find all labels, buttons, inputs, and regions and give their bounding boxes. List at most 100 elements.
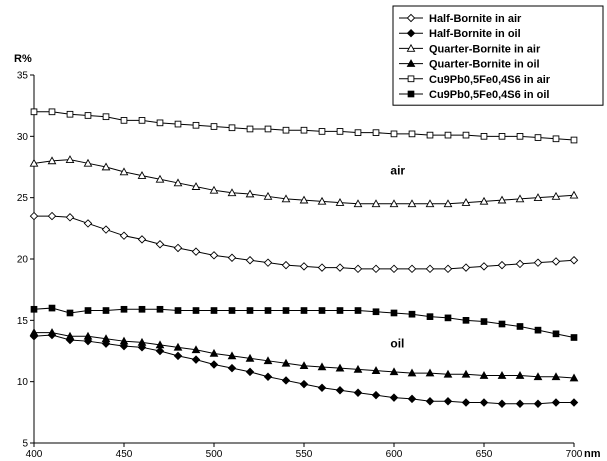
data-point <box>336 128 344 135</box>
data-point <box>300 126 308 134</box>
data-point <box>83 219 93 228</box>
data-point <box>569 373 579 382</box>
data-point <box>83 331 93 340</box>
legend-label: Quarter-Bornite in oil <box>429 59 540 71</box>
data-point <box>29 158 39 167</box>
data-point <box>281 358 291 367</box>
data-point <box>317 383 327 393</box>
data-point <box>353 199 363 208</box>
series-line <box>33 334 574 405</box>
legend-label: Cu9Pb0,5Fe0,4S6 in oil <box>429 89 549 101</box>
data-point <box>335 198 345 206</box>
y-tick-label: 35 <box>17 71 29 82</box>
data-point <box>515 399 525 408</box>
data-point <box>390 130 398 138</box>
data-point <box>245 189 255 198</box>
data-point <box>299 262 309 271</box>
data-point <box>155 240 165 249</box>
data-point <box>138 117 146 124</box>
legend-label: Quarter-Bornite in air <box>429 43 541 55</box>
data-point <box>317 362 327 371</box>
data-point <box>497 399 507 408</box>
data-point <box>138 305 146 313</box>
legend-item: Half-Bornite in oil <box>399 28 521 40</box>
y-tick-label: 15 <box>17 316 29 327</box>
x-tick-label: 450 <box>116 449 133 460</box>
series-layer <box>29 108 579 408</box>
data-point <box>65 331 75 340</box>
data-point <box>29 328 39 336</box>
data-point <box>569 190 579 199</box>
data-point <box>227 363 237 373</box>
annotation-oil: oil <box>390 336 404 350</box>
data-point <box>245 353 255 362</box>
data-point <box>516 133 524 140</box>
data-point <box>551 191 561 200</box>
data-point <box>516 323 524 330</box>
data-point <box>263 372 273 381</box>
data-point <box>461 198 471 206</box>
data-point <box>66 110 74 118</box>
x-tick-label: 400 <box>26 449 43 460</box>
legend-label: Half-Bornite in oil <box>429 28 521 40</box>
data-point <box>101 225 111 234</box>
data-point <box>317 196 327 205</box>
legend-item: Cu9Pb0,5Fe0,4S6 in oil <box>399 89 549 101</box>
data-point <box>444 131 452 139</box>
data-point <box>263 258 273 267</box>
series-1 <box>29 330 579 408</box>
data-point <box>497 260 507 270</box>
data-point <box>65 155 75 163</box>
data-point <box>300 307 308 314</box>
data-point <box>192 307 200 314</box>
data-point <box>461 369 471 378</box>
data-point <box>174 307 182 314</box>
data-point <box>29 211 39 221</box>
data-point <box>84 112 92 119</box>
series-line <box>34 111 575 141</box>
data-point <box>101 339 111 348</box>
data-point <box>299 361 309 370</box>
data-point <box>533 399 543 408</box>
x-axis-label: nm <box>584 448 601 460</box>
legend-box <box>392 5 604 106</box>
data-point <box>515 259 525 269</box>
x-tick-label: 550 <box>296 449 313 460</box>
data-point <box>444 314 452 322</box>
data-point <box>552 330 560 338</box>
data-point <box>246 125 254 133</box>
legend-marker <box>406 59 416 67</box>
series-4 <box>30 108 578 144</box>
data-point <box>191 345 201 354</box>
data-point <box>353 364 363 373</box>
data-point <box>353 388 363 397</box>
data-point <box>372 129 380 136</box>
data-point <box>245 367 255 377</box>
legend-marker <box>406 43 416 52</box>
data-point <box>407 368 417 377</box>
data-point <box>534 134 542 141</box>
y-axis-label: R% <box>14 53 32 65</box>
data-point <box>299 195 309 204</box>
data-point <box>299 379 309 389</box>
data-point <box>281 260 291 270</box>
data-point <box>209 360 219 369</box>
data-point <box>480 133 488 140</box>
data-point <box>282 307 290 314</box>
legend-marker <box>407 90 415 98</box>
data-point <box>119 336 129 345</box>
data-point <box>426 131 434 139</box>
legend-label: Cu9Pb0,5Fe0,4S6 in air <box>429 74 551 86</box>
data-point <box>479 371 489 379</box>
data-point <box>515 371 525 379</box>
data-point <box>209 185 219 194</box>
legend-marker <box>407 75 415 83</box>
data-point <box>354 129 362 136</box>
data-point <box>227 253 237 263</box>
x-tick-label: 500 <box>206 449 223 460</box>
data-point <box>497 371 507 379</box>
data-point <box>479 196 489 205</box>
data-point <box>371 390 381 400</box>
legend-item: Quarter-Bornite in oil <box>399 59 540 71</box>
data-point <box>30 108 38 116</box>
